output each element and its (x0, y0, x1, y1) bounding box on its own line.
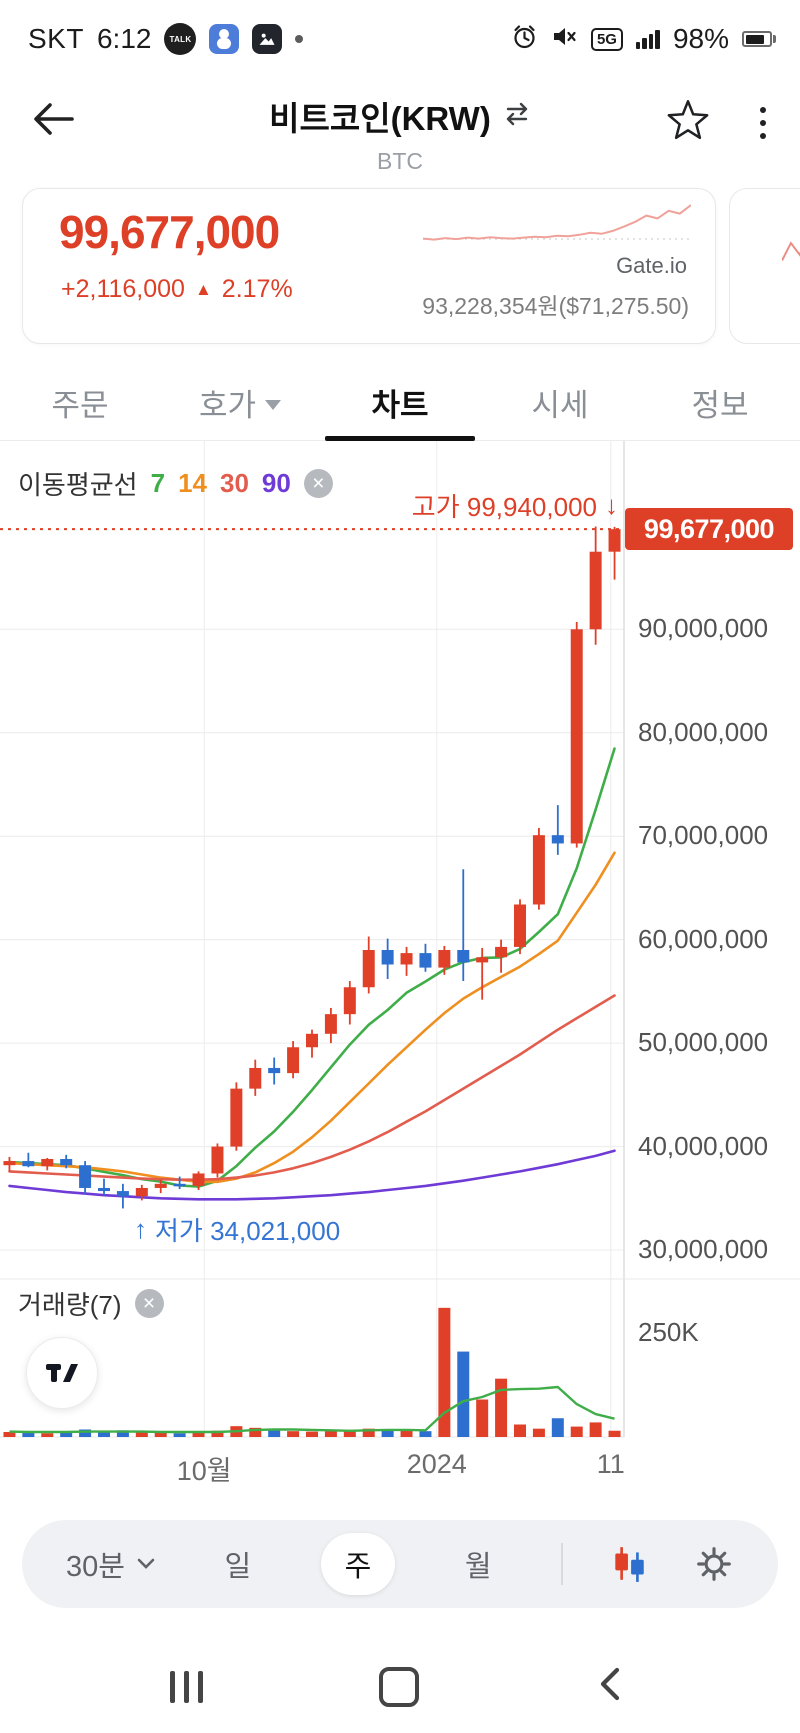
tab-market[interactable]: 시세 (531, 388, 589, 423)
chart-settings-gear-icon[interactable] (694, 1544, 734, 1584)
active-tab-underline (325, 436, 475, 441)
kakaotalk-label: TALK (169, 34, 192, 44)
timeframe-day-button[interactable]: 일 (224, 1551, 252, 1583)
battery-icon (742, 31, 776, 47)
gallery-notification-icon (252, 24, 283, 54)
chart-style-candle-icon[interactable] (609, 1544, 649, 1584)
change-percent: 2.17% (221, 275, 293, 303)
signal-strength-icon (635, 29, 660, 49)
status-bar: SKT 6:12 TALK 5G 98% (0, 0, 800, 78)
x-axis-label: 11 (596, 1449, 625, 1479)
x-axis-label: 10월 (176, 1456, 232, 1486)
price-change-row: +2,116,000 ▲ 2.17% (61, 275, 293, 304)
price-card[interactable]: 99,677,000 +2,116,000 ▲ 2.17% Gate.io 93… (22, 188, 716, 344)
battery-percent: 98% (672, 23, 729, 54)
home-button[interactable] (378, 1666, 419, 1707)
more-menu-icon[interactable] (756, 103, 770, 143)
chart-canvas[interactable] (0, 441, 800, 1439)
tab-orderbook[interactable]: 호가 (160, 365, 320, 440)
favorite-star-icon[interactable] (666, 98, 710, 147)
toolbar-divider (561, 1543, 563, 1585)
network-5g-icon: 5G (590, 27, 623, 51)
reference-exchange-label: Gate.io (616, 253, 687, 278)
next-card-sparkline (782, 241, 800, 261)
title-wrap: 비트코인(KRW) BTC (0, 92, 800, 175)
nav-back-button[interactable] (594, 1666, 630, 1707)
global-price-label: 93,228,354원($71,275.50) (422, 293, 689, 319)
swap-market-icon[interactable] (503, 101, 531, 132)
alarm-icon (511, 23, 538, 55)
current-price: 99,677,000 (59, 206, 280, 258)
tab-chart[interactable]: 차트 (371, 388, 429, 423)
recents-button[interactable] (170, 1670, 203, 1703)
chevron-down-icon (137, 1558, 155, 1569)
mute-icon (551, 23, 578, 55)
status-time: 6:12 (96, 23, 152, 54)
kakaotalk-notification-icon: TALK (164, 23, 197, 55)
volume-legend-close-icon[interactable]: × (134, 1289, 164, 1318)
ticker-subtitle: BTC (377, 148, 423, 174)
tradingview-logo[interactable] (26, 1337, 98, 1409)
tab-orders[interactable]: 주문 (51, 388, 109, 423)
status-bar-right: 5G 98% (511, 23, 776, 55)
tab-info[interactable]: 정보 (691, 388, 749, 423)
candlestick-chart[interactable]: 이동평균선 7 14 30 90 × 고가 99,940,000 ↓ 99,67… (0, 441, 800, 1493)
android-navbar (0, 1640, 800, 1733)
price-sparkline (423, 204, 691, 241)
tab-bar: 주문 호가 차트 시세 정보 (0, 365, 800, 441)
app-header: 비트코인(KRW) BTC (0, 78, 800, 186)
x-axis-label: 2024 (406, 1449, 467, 1479)
up-triangle-icon: ▲ (194, 279, 212, 299)
carrier-label: SKT (28, 23, 84, 54)
change-amount: +2,116,000 (61, 275, 185, 303)
app-notification-icon (209, 24, 240, 54)
timeframe-week-button[interactable]: 주 (320, 1533, 396, 1595)
interval-selector[interactable]: 30분 (66, 1543, 155, 1585)
back-button[interactable] (28, 98, 78, 145)
chevron-down-icon (265, 399, 282, 410)
status-bar-left: SKT 6:12 TALK (28, 23, 304, 55)
page-title: 비트코인(KRW) (269, 100, 491, 137)
more-notifications-dot (295, 35, 304, 43)
timeframe-month-button[interactable]: 월 (464, 1551, 492, 1583)
bottom-toolbar: 30분 일 주 월 (22, 1520, 778, 1608)
next-market-card[interactable] (729, 188, 800, 344)
